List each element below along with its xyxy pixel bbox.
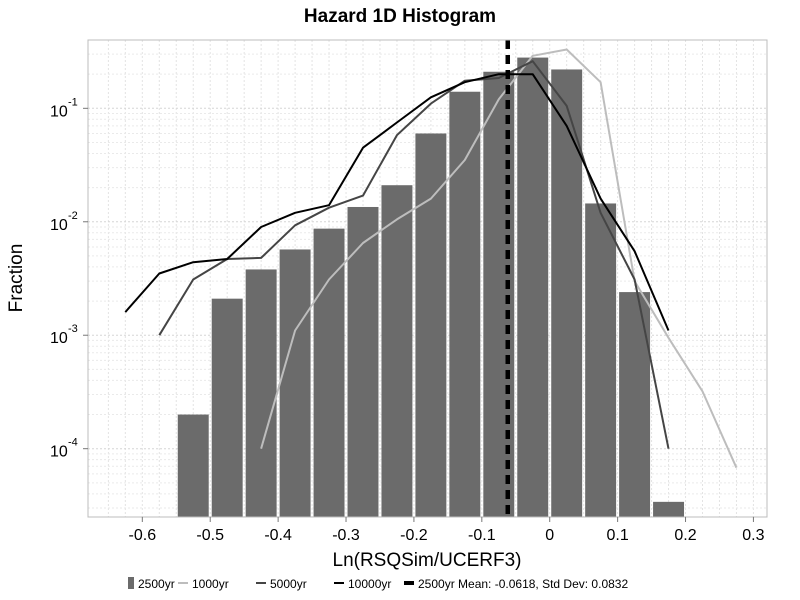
legend-label: 2500yr Mean: -0.0618, Std Dev: 0.0832 (418, 577, 628, 591)
x-axis-label: Ln(RSQSim/UCERF3) (333, 550, 522, 571)
y-tick-exponent: -2 (68, 210, 78, 222)
legend-label: 5000yr (270, 577, 307, 591)
histogram-bar (585, 203, 617, 517)
y-axis-label: Fraction (6, 244, 27, 313)
histogram-bar (653, 501, 685, 517)
histogram-bar (313, 228, 345, 518)
histogram-bar (279, 249, 311, 518)
x-tick-label: 0 (545, 527, 554, 544)
x-tick-label: 0.3 (742, 527, 764, 544)
line-series-1000yr (260, 48, 738, 469)
histogram-bar (245, 269, 277, 517)
legend: 2500yr 1000yr 5000yr 10000yr 2500yr Mean: -0… (128, 577, 628, 591)
plot-area: -0.6 -0.5 -0.4 -0.3 -0.2 -0.1 0 0.1 0.2 0.310-110… (50, 39, 768, 544)
legend-swatch-bar (128, 577, 134, 589)
histogram-bar (381, 185, 413, 518)
histogram-bar (619, 292, 651, 517)
chart-title: Hazard 1D Histogram (304, 6, 496, 27)
histogram-bar (177, 414, 209, 517)
legend-label: 1000yr (192, 577, 229, 591)
legend-label: 10000yr (348, 577, 391, 591)
x-tick-label: -0.4 (264, 527, 292, 544)
legend-label: 2500yr (138, 577, 175, 591)
y-tick-base: 10 (50, 330, 68, 347)
histogram-bar (415, 133, 447, 518)
x-tick-label: -0.3 (332, 527, 360, 544)
bar-series (177, 57, 685, 518)
line-series-5000yr (158, 60, 670, 449)
line-series-10000yr (124, 73, 670, 331)
x-tick-label: 0.2 (674, 527, 696, 544)
histogram-bar (449, 91, 481, 517)
plot-frame (87, 39, 768, 518)
y-tick-exponent: -3 (68, 323, 78, 335)
x-tick-label: -0.5 (196, 527, 224, 544)
y-tick-base: 10 (50, 217, 68, 234)
histogram-bar (517, 57, 549, 517)
y-tick-base: 10 (50, 103, 68, 120)
x-tick-label: -0.2 (400, 527, 428, 544)
y-tick-base: 10 (50, 444, 68, 461)
y-tick-exponent: -4 (68, 437, 78, 449)
x-tick-label: -0.6 (129, 527, 157, 544)
histogram-bar (551, 69, 583, 517)
histogram-bar (347, 206, 379, 518)
y-tick-exponent: -1 (68, 96, 78, 108)
x-tick-label: -0.1 (468, 527, 496, 544)
histogram-bar (211, 298, 243, 517)
x-tick-label: 0.1 (606, 527, 628, 544)
